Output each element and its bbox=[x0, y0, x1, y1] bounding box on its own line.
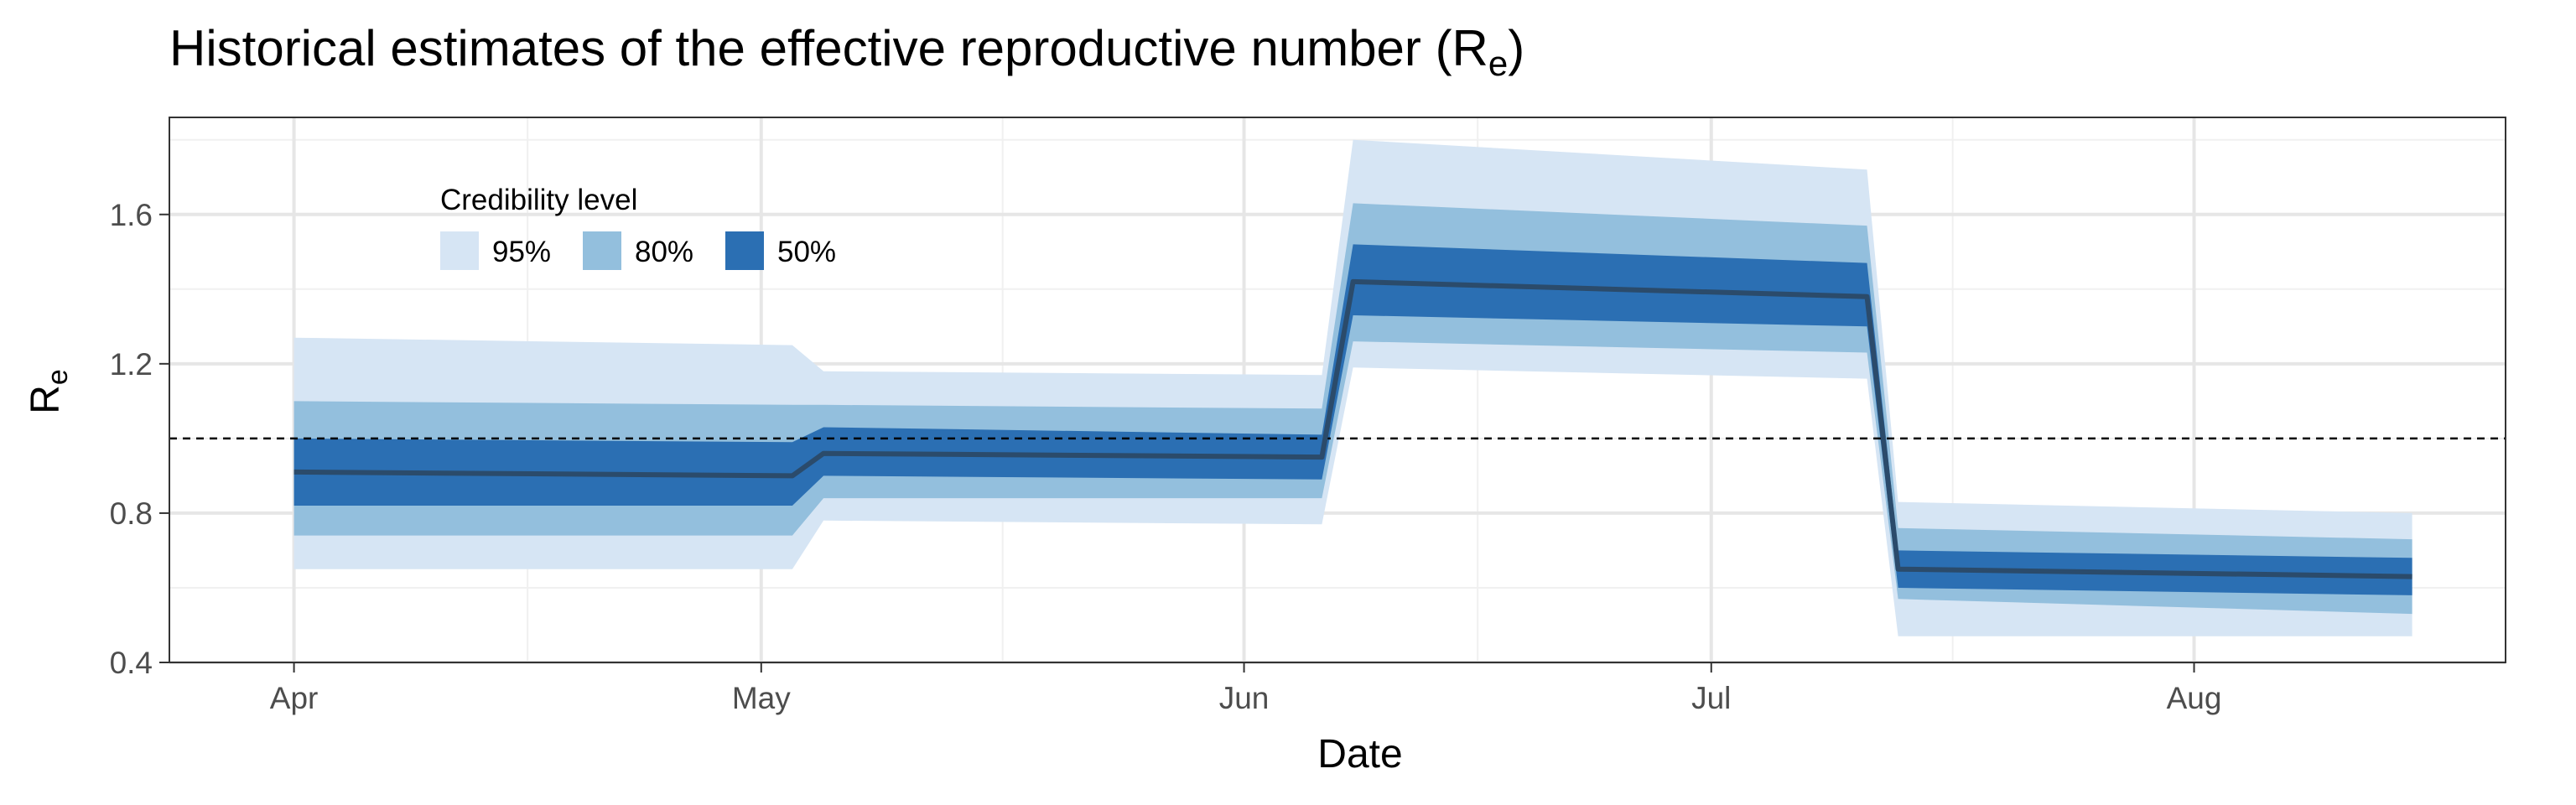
x-tick-label: Jul bbox=[1691, 681, 1731, 715]
chart-title-suffix: ) bbox=[1508, 20, 1524, 76]
y-tick-label: 1.2 bbox=[110, 347, 153, 382]
median-line-layer bbox=[293, 278, 2412, 579]
legend: Credibility level 95% 80% 50% bbox=[440, 184, 836, 270]
x-tick-label: Jun bbox=[1219, 681, 1270, 715]
median-line bbox=[293, 278, 2412, 579]
legend-key-swatch bbox=[440, 231, 479, 270]
legend-key-label: 95% bbox=[492, 236, 551, 268]
y-tick-label: 1.6 bbox=[110, 198, 153, 232]
x-axis: Apr May Jun Jul Aug bbox=[270, 662, 2222, 715]
x-axis-title: Date bbox=[1317, 732, 1402, 776]
y-axis-title-subscript: e bbox=[42, 369, 74, 385]
ci95-band bbox=[293, 139, 2412, 636]
legend-key-swatch bbox=[725, 231, 764, 270]
y-axis-title: Re bbox=[23, 369, 74, 414]
plot-border bbox=[169, 117, 2506, 663]
plot-panel bbox=[169, 117, 2506, 664]
ci50-band bbox=[293, 244, 2412, 595]
legend-title: Credibility level bbox=[440, 184, 637, 216]
legend-key-label: 80% bbox=[635, 236, 693, 268]
chart-title: Historical estimates of the effective re… bbox=[169, 20, 1524, 83]
y-axis-title-main: R bbox=[23, 385, 68, 414]
x-tick-label: Apr bbox=[270, 681, 319, 715]
x-tick-label: Aug bbox=[2167, 681, 2222, 715]
legend-items: 95% 80% 50% bbox=[440, 231, 836, 270]
y-axis: 0.4 0.8 1.2 1.6 bbox=[110, 198, 169, 680]
y-tick-label: 0.4 bbox=[110, 646, 153, 680]
y-tick-label: 0.8 bbox=[110, 496, 153, 531]
legend-key-swatch bbox=[583, 231, 621, 270]
x-tick-label: May bbox=[732, 681, 791, 715]
legend-key-label: 50% bbox=[777, 236, 836, 268]
chart-title-main: Historical estimates of the effective re… bbox=[169, 20, 1488, 76]
svg-text:Re: Re bbox=[23, 369, 74, 414]
chart-title-subscript: e bbox=[1488, 44, 1508, 83]
